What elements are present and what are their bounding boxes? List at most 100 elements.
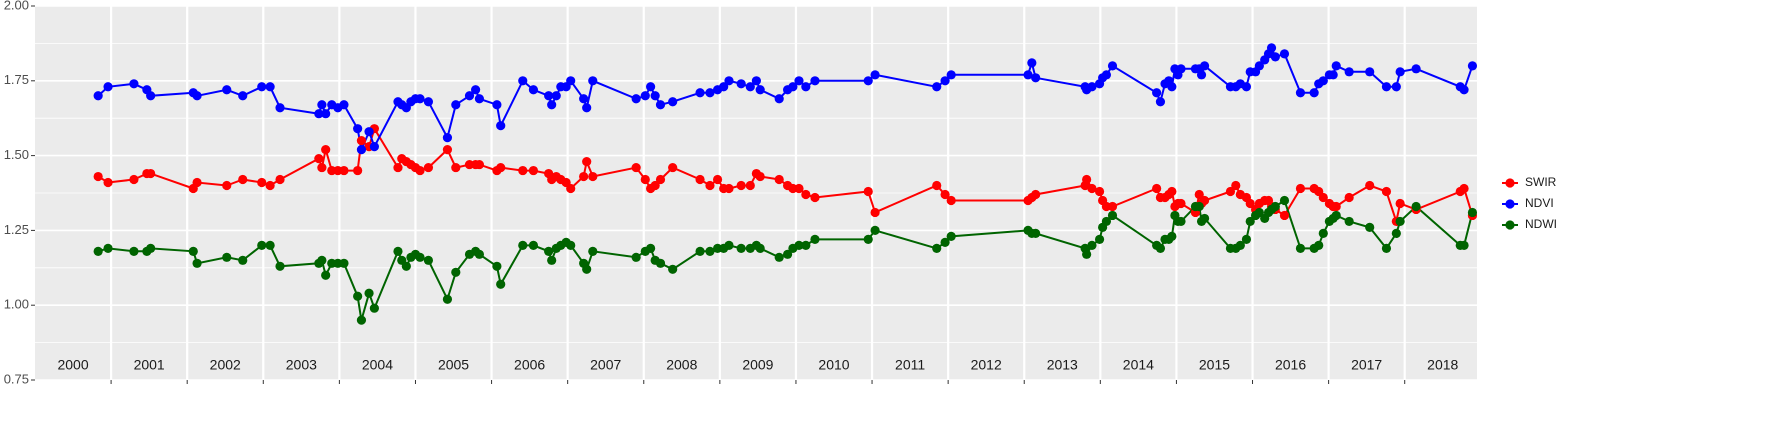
data-point bbox=[755, 243, 765, 253]
data-point bbox=[496, 121, 506, 131]
data-point bbox=[1241, 82, 1252, 92]
data-point bbox=[1270, 201, 1280, 212]
data-point bbox=[1107, 210, 1118, 221]
data-point bbox=[579, 171, 589, 182]
data-point bbox=[870, 225, 880, 235]
data-point bbox=[631, 94, 641, 104]
data-point bbox=[1152, 183, 1162, 194]
data-point bbox=[736, 180, 746, 191]
data-point bbox=[442, 294, 453, 304]
data-point bbox=[1199, 61, 1210, 71]
data-point bbox=[582, 103, 592, 113]
data-point bbox=[356, 136, 367, 146]
data-point bbox=[339, 258, 349, 268]
data-point bbox=[1295, 88, 1306, 98]
data-point bbox=[1031, 73, 1041, 83]
data-point bbox=[1094, 234, 1105, 244]
data-point bbox=[940, 76, 950, 86]
data-point bbox=[745, 180, 755, 191]
x-tick-label: 2000 bbox=[57, 357, 88, 373]
data-point bbox=[544, 246, 554, 256]
data-point bbox=[257, 177, 267, 188]
data-point bbox=[1344, 216, 1354, 227]
data-point bbox=[314, 153, 324, 164]
data-point bbox=[1309, 88, 1319, 98]
data-point bbox=[528, 85, 539, 95]
data-point bbox=[317, 162, 327, 173]
data-point bbox=[640, 174, 650, 185]
data-point bbox=[646, 82, 656, 92]
data-point bbox=[755, 85, 765, 95]
data-point bbox=[588, 76, 598, 86]
data-point bbox=[1395, 67, 1405, 77]
data-point bbox=[265, 82, 275, 92]
data-point bbox=[369, 303, 379, 313]
data-point bbox=[415, 94, 425, 104]
data-point bbox=[1411, 201, 1421, 212]
x-tick-label: 2002 bbox=[210, 357, 241, 373]
data-point bbox=[528, 240, 539, 250]
data-point bbox=[1101, 70, 1112, 80]
data-point bbox=[650, 180, 660, 191]
data-point bbox=[451, 162, 461, 173]
data-point bbox=[265, 180, 275, 191]
data-point bbox=[870, 207, 880, 218]
data-point bbox=[1107, 61, 1118, 71]
data-point bbox=[442, 145, 453, 155]
data-point bbox=[1365, 67, 1375, 77]
legend-key-point bbox=[1505, 220, 1515, 230]
data-point bbox=[736, 79, 746, 89]
data-point bbox=[1331, 61, 1341, 71]
data-point bbox=[566, 183, 576, 194]
data-point bbox=[631, 162, 641, 173]
legend-label: SWIR bbox=[1525, 175, 1557, 189]
data-point bbox=[1152, 88, 1162, 98]
data-point bbox=[547, 255, 557, 265]
data-point bbox=[314, 109, 324, 119]
data-point bbox=[415, 165, 425, 176]
data-point bbox=[356, 145, 367, 155]
data-point bbox=[719, 82, 729, 92]
data-point bbox=[705, 246, 715, 256]
y-tick-label: 1.75 bbox=[4, 72, 29, 87]
data-point bbox=[238, 91, 248, 101]
data-point bbox=[724, 183, 734, 194]
data-point bbox=[496, 279, 506, 289]
data-point bbox=[1266, 43, 1277, 53]
data-point bbox=[339, 100, 349, 110]
data-point bbox=[192, 177, 202, 188]
data-point bbox=[369, 142, 379, 152]
data-point bbox=[788, 82, 798, 92]
data-point bbox=[774, 252, 784, 262]
data-point bbox=[353, 291, 363, 301]
x-tick-label: 2004 bbox=[362, 357, 393, 373]
data-point bbox=[1155, 243, 1166, 253]
data-point bbox=[518, 240, 528, 250]
data-point bbox=[222, 180, 232, 191]
data-point bbox=[1087, 82, 1097, 92]
data-point bbox=[146, 243, 156, 253]
data-point bbox=[257, 82, 267, 92]
data-point bbox=[1101, 216, 1112, 227]
data-point bbox=[1381, 186, 1392, 197]
data-point bbox=[668, 162, 678, 173]
data-point bbox=[810, 192, 820, 203]
data-point bbox=[393, 246, 403, 256]
legend-label: NDWI bbox=[1525, 217, 1557, 231]
data-point bbox=[442, 133, 453, 143]
x-tick-label: 2011 bbox=[895, 357, 925, 373]
data-point bbox=[339, 165, 349, 176]
data-point bbox=[1155, 97, 1166, 107]
data-point bbox=[946, 195, 956, 206]
data-point bbox=[705, 88, 715, 98]
data-point bbox=[1082, 174, 1092, 185]
data-point bbox=[1365, 222, 1375, 233]
data-point bbox=[745, 82, 755, 92]
data-point bbox=[1344, 192, 1354, 203]
data-point bbox=[932, 82, 942, 92]
data-point bbox=[863, 234, 873, 244]
data-point bbox=[321, 270, 331, 280]
data-point bbox=[712, 174, 723, 185]
data-point bbox=[464, 91, 475, 101]
data-point bbox=[736, 243, 746, 253]
